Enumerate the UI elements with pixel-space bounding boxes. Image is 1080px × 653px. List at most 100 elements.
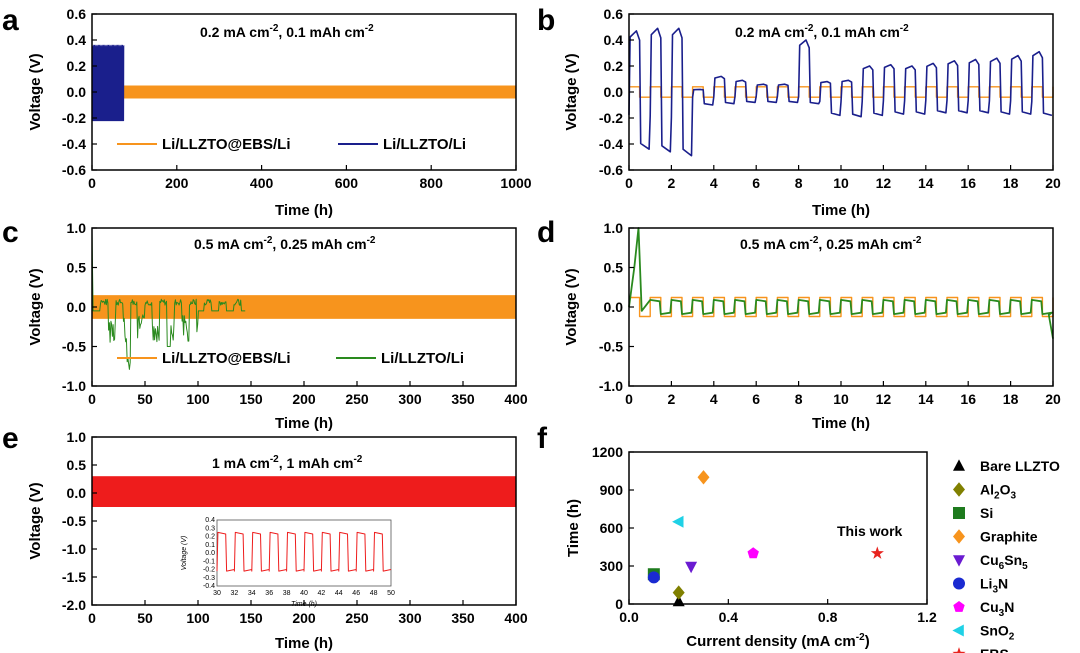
panel-e-ytick-label: -1.0 <box>62 541 86 557</box>
panel-e-inset-xtick-label: 30 <box>213 590 221 597</box>
panel-d-xtick-label: 10 <box>833 391 849 407</box>
panel-d-xtick-label: 6 <box>752 391 760 407</box>
panel-a-xtick-label: 0 <box>88 175 96 191</box>
panel-f-point-cu6sn5 <box>685 561 698 574</box>
panel-e-ylabel: Voltage (V) <box>27 482 44 559</box>
panel-f-ytick-label: 0 <box>615 596 623 612</box>
panel-f-legend-marker <box>953 555 965 567</box>
panel-e-inset-xtick-label: 44 <box>335 590 343 597</box>
panel-b-xtick-label: 8 <box>795 175 803 191</box>
panel-f-point-al2o3 <box>672 585 685 600</box>
panel-f-xtick-label: 0.8 <box>818 609 838 625</box>
panel-e-y-ticks: 1.0 0.5 0.0 -0.5 -1.0 -1.5 -2.0 <box>62 429 97 613</box>
panel-d-label: d <box>537 216 555 249</box>
panel-b-condition: 0.2 mA cm-2, 0.1 mAh cm-2 <box>735 23 909 40</box>
panel-c-ytick-label: 1.0 <box>67 220 87 236</box>
panel-c-xtick-label: 150 <box>239 391 263 407</box>
panel-f-legend-marker <box>953 577 965 590</box>
panel-f-legend-label: Li3N <box>980 576 1008 596</box>
panel-f-ytick-label: 900 <box>600 482 624 498</box>
panel-c-xlabel: Time (h) <box>275 415 333 432</box>
panel-e-inset-xtick-label: 36 <box>265 590 273 597</box>
panel-f-legend-label: EBS <box>980 646 1009 653</box>
panel-e-inset-xtick-label: 32 <box>231 590 239 597</box>
panel-f-legend-marker <box>953 507 965 519</box>
panel-c-xtick-label: 200 <box>292 391 316 407</box>
panel-f-legend-label: Bare LLZTO <box>980 458 1060 474</box>
panel-b-ytick-label: -0.2 <box>599 110 623 126</box>
panel-f-legend-label: Cu6Sn5 <box>980 552 1028 572</box>
panel-f-point-li3n <box>647 571 660 584</box>
panel-f-point-ebs <box>870 546 884 559</box>
panel-e-inset-xtick-label: 46 <box>352 590 360 597</box>
panel-f-ytick-label: 600 <box>600 520 624 536</box>
panel-d-ylabel: Voltage (V) <box>563 268 580 345</box>
panel-c-y-ticks: 1.0 0.5 0.0 -0.5 -1.0 <box>62 220 97 394</box>
panel-a-ytick-label: -0.4 <box>62 136 86 152</box>
panel-e-inset-xtick-label: 38 <box>283 590 291 597</box>
panel-b-xtick-label: 20 <box>1045 175 1061 191</box>
panel-f-legend-label: Si <box>980 505 993 521</box>
panel-e-ytick-label: 0.0 <box>67 485 87 501</box>
panel-c: c 1.0 0.5 0.0 -0.5 -1.0 0 50 100 150 200 250 300 35… <box>2 216 528 432</box>
panel-c-traces <box>91 231 516 370</box>
panel-e-ytick-label: 1.0 <box>67 429 87 445</box>
panel-c-xtick-label: 100 <box>186 391 210 407</box>
panel-e-inset-ytick-label: -0.4 <box>203 583 215 590</box>
panel-b-xtick-label: 6 <box>752 175 760 191</box>
panel-b-xtick-label: 18 <box>1003 175 1019 191</box>
panel-b-ytick-label: 0.2 <box>604 58 624 74</box>
panel-e-inset-ylabel: Voltage (V) <box>181 536 188 571</box>
panel-d-condition: 0.5 mA cm-2, 0.25 mAh cm-2 <box>740 235 922 252</box>
panel-e-ytick-label: -0.5 <box>62 513 86 529</box>
panel-c-xtick-label: 400 <box>504 391 528 407</box>
panel-b-xlabel: Time (h) <box>812 202 870 219</box>
panel-a-x-ticks: 0 200 400 600 800 1000 <box>88 165 532 191</box>
panel-e-inset: 0.40.3 0.20.10.0-0.1 -0.2-0.3-0.4 30 32 34 36… <box>181 517 395 608</box>
panel-c-series-bare <box>91 231 246 370</box>
panel-d-ytick-label: -0.5 <box>599 339 623 355</box>
panel-e-series-ebs <box>92 476 516 507</box>
panel-a-xtick-label: 800 <box>420 175 444 191</box>
panel-d-xtick-label: 2 <box>668 391 676 407</box>
panel-e-inset-ytick-label: -0.1 <box>203 558 215 565</box>
panel-b-label: b <box>537 4 555 37</box>
panel-b-series-bare <box>628 27 1053 157</box>
panel-e-inset-xtick-label: 42 <box>318 590 326 597</box>
panel-e-x-ticks: 0 50 100 150 200 250 300 350 400 <box>88 600 528 626</box>
panel-f-xtick-label: 0.4 <box>719 609 739 625</box>
panel-a: a 0.6 0.4 0.2 0.0 -0.2 -0.4 -0.6 0 200 400 600 800… <box>2 4 532 219</box>
panel-f-legend: Bare LLZTO Al2O3 Si Graphite Cu6Sn5 Li3N Cu3N S… <box>952 458 1060 653</box>
panel-b-xtick-label: 14 <box>918 175 934 191</box>
panel-e-xlabel: Time (h) <box>275 635 333 652</box>
panel-d-x-ticks: 0 2 4 6 8 10 12 14 16 18 20 <box>625 381 1061 407</box>
panel-a-xtick-label: 600 <box>335 175 359 191</box>
panel-f-legend-label: Al2O3 <box>980 482 1016 502</box>
panel-e-xtick-label: 0 <box>88 610 96 626</box>
panel-d-y-ticks: 1.0 0.5 0.0 -0.5 -1.0 <box>599 220 634 394</box>
panel-a-xlabel: Time (h) <box>275 202 333 219</box>
panel-a-ytick-label: 0.0 <box>67 84 87 100</box>
panel-c-legend-ebs: Li/LLZTO@EBS/Li <box>162 350 291 367</box>
panel-d-xtick-label: 4 <box>710 391 718 407</box>
panel-c-x-ticks: 0 50 100 150 200 250 300 350 400 <box>88 381 528 407</box>
panel-f-point-sno2 <box>672 515 684 528</box>
panel-a-series-bare <box>91 44 125 122</box>
panel-d-ytick-label: 0.5 <box>604 260 624 276</box>
panel-a-label: a <box>2 4 19 37</box>
panel-d-xtick-label: 16 <box>960 391 976 407</box>
panel-c-ytick-label: -0.5 <box>62 339 86 355</box>
panel-e: e 1.0 0.5 0.0 -0.5 -1.0 -1.5 -2.0 0 50 100 150 200… <box>2 422 528 652</box>
panel-c-xtick-label: 350 <box>451 391 475 407</box>
panel-b-ytick-label: -0.4 <box>599 136 623 152</box>
panel-c-label: c <box>2 216 19 249</box>
panel-f-legend-marker <box>952 647 966 653</box>
panel-a-series-ebs <box>92 85 516 99</box>
panel-b-y-ticks: 0.6 0.4 0.2 0.0 -0.2 -0.4 -0.6 <box>599 6 634 178</box>
panel-f-legend-marker <box>952 624 964 637</box>
panel-e-inset-ytick-label: -0.3 <box>203 575 215 582</box>
panel-a-ytick-label: 0.2 <box>67 58 87 74</box>
panel-b-ytick-label: 0.0 <box>604 84 624 100</box>
